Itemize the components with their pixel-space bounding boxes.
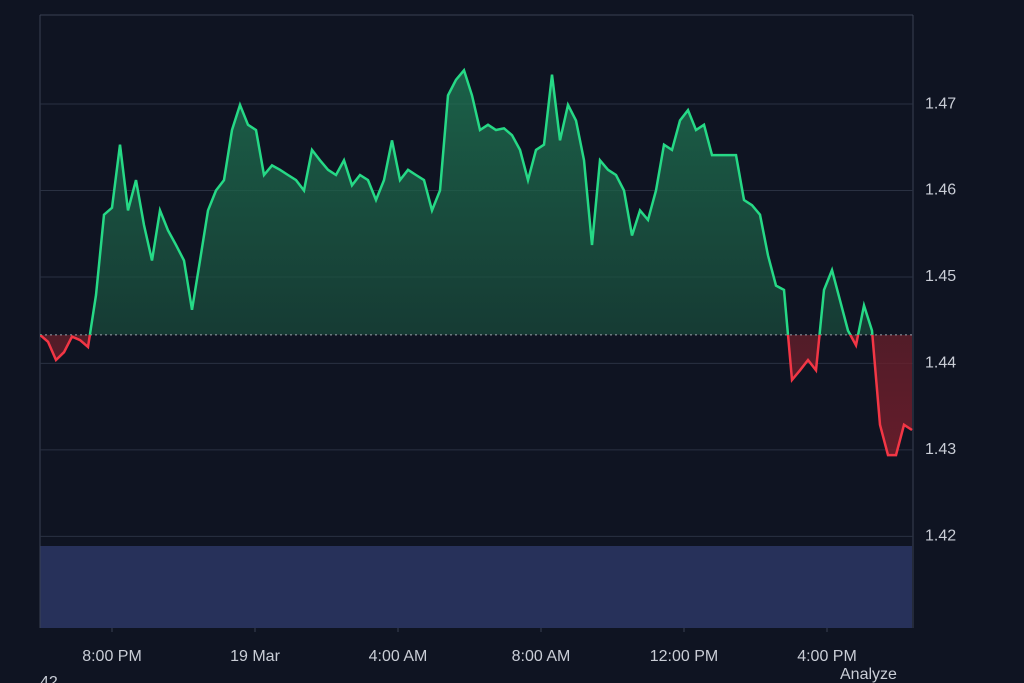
x-tick-label: 8:00 AM (512, 648, 571, 665)
y-tick-label: 1.44 (925, 355, 956, 372)
footer-left: 42 (40, 674, 58, 683)
analyze-button[interactable]: Analyze (840, 666, 897, 683)
x-tick-label: 19 Mar (230, 648, 280, 665)
x-tick-label: 8:00 PM (82, 648, 142, 665)
x-tick-label: 12:00 PM (650, 648, 718, 665)
x-tick-label: 4:00 AM (369, 648, 428, 665)
x-tick-label: 4:00 PM (797, 648, 857, 665)
area-up (40, 70, 912, 335)
y-tick-label: 1.45 (925, 268, 956, 285)
y-tick-label: 1.46 (925, 182, 956, 199)
volume-area (40, 546, 912, 628)
price-line-up (40, 67, 874, 335)
y-tick-label: 1.42 (925, 528, 956, 545)
y-tick-label: 1.43 (925, 441, 956, 458)
y-tick-label: 1.47 (925, 95, 956, 112)
